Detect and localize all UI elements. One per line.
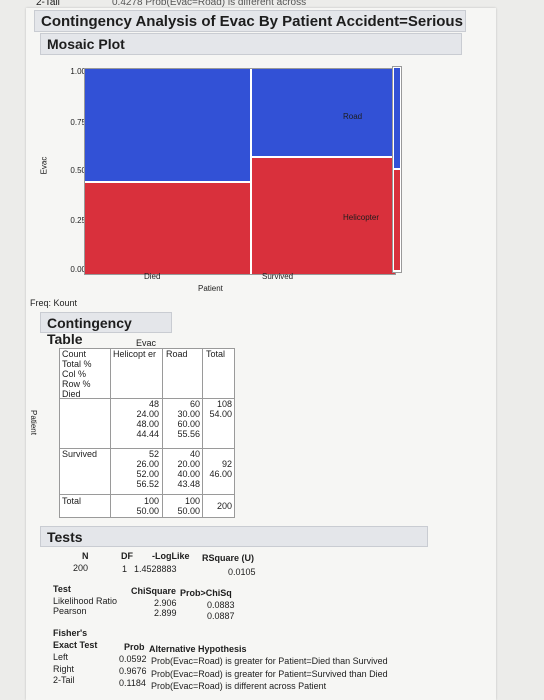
- mosaic-helicopter-died[interactable]: [85, 182, 251, 274]
- fisher-twotail-prob: 0.1184: [119, 678, 146, 688]
- stat-label: Col %: [62, 369, 87, 379]
- cell-grand-total: 200: [216, 501, 232, 511]
- fisher-left-prob: 0.0592: [119, 654, 147, 664]
- test-loglike-value: 1.4528883: [134, 564, 177, 574]
- y-tick: 0.25: [70, 216, 86, 225]
- mosaic-plot-title: Mosaic Plot: [47, 36, 125, 52]
- cell-total-road: 100 50.00: [177, 496, 200, 516]
- patient-heading: Patient: [28, 410, 38, 435]
- test-pearson-chisq: 2.899: [154, 608, 177, 618]
- contingency-table: Count Total % Col % Row % Helicopt er Ro…: [59, 348, 235, 518]
- fisher-twotail-label: 2-Tail: [53, 675, 75, 685]
- row-label-total: Total: [62, 496, 82, 506]
- row-label-survived: Survived: [62, 449, 98, 459]
- x-category-died: Died: [144, 272, 161, 281]
- cell-died-total: 108 54.00: [209, 399, 232, 419]
- legend-road: Road: [343, 112, 363, 121]
- y-tick: 0.50: [70, 166, 86, 175]
- marginal-road-bar: [394, 68, 400, 168]
- cell-died-helicopter: 48 24.00 48.00 44.44: [136, 399, 159, 439]
- scrolled-top-line: 2-Tail 0.4278 Prob(Evac=Road) is differe…: [0, 0, 544, 10]
- test-rsquare-value: 0.0105: [228, 567, 256, 577]
- fisher-left-label: Left: [53, 652, 69, 662]
- legend-helicopter: Helicopter: [343, 213, 380, 222]
- cell-survived-road: 40 20.00 40.00 43.48: [177, 449, 200, 489]
- fisher-right-prob: 0.9676: [119, 666, 147, 676]
- fisher-right-hyp: Prob(Evac=Road) is greater for Patient=S…: [151, 669, 388, 679]
- y-tick: 1.00: [70, 67, 86, 76]
- test-n-value: 200: [73, 563, 89, 573]
- test-lr-chisq: 2.906: [154, 598, 177, 608]
- test-head-chisquare: ChiSquare: [131, 586, 177, 596]
- col-head-helicopter: Helicopt er: [113, 349, 157, 359]
- freq-label: Freq: Kount: [30, 298, 78, 308]
- test-lr-prob: 0.0883: [207, 600, 235, 610]
- fisher-head-prob: Prob: [124, 642, 145, 652]
- fisher-head-hypothesis: Alternative Hypothesis: [149, 644, 247, 654]
- fisher-left-hyp: Prob(Evac=Road) is greater for Patient=D…: [151, 656, 388, 666]
- test-head-test: Test: [53, 584, 71, 594]
- fisher-subtitle: Exact Test: [53, 640, 98, 650]
- mosaic-helicopter-survived[interactable]: [252, 158, 395, 274]
- cell-survived-total: 92 46.00: [209, 459, 232, 479]
- mosaic-plot-area[interactable]: [84, 68, 396, 275]
- top-left-text: 2-Tail: [36, 0, 60, 8]
- tests-header[interactable]: Tests: [40, 526, 428, 547]
- marginal-bar: [392, 66, 402, 273]
- top-right-text: 0.4278 Prob(Evac=Road) is different acro…: [112, 0, 307, 8]
- mosaic-road-survived[interactable]: [252, 69, 395, 157]
- report-title-bar[interactable]: Contingency Analysis of Evac By Patient …: [34, 10, 466, 32]
- fisher-title: Fisher's: [53, 628, 88, 638]
- contingency-table-header[interactable]: Contingency Table: [40, 312, 172, 347]
- fisher-right-label: Right: [53, 664, 75, 674]
- test-head-n: N: [82, 551, 89, 561]
- stat-label: Count: [62, 349, 87, 359]
- y-tick: 0.75: [70, 118, 86, 127]
- report-sheet: Contingency Analysis of Evac By Patient …: [26, 8, 496, 700]
- mosaic-road-died[interactable]: [85, 69, 251, 181]
- y-tick: 0.00: [70, 265, 86, 274]
- cell-survived-helicopter: 52 26.00 52.00 56.52: [136, 449, 159, 489]
- test-pearson-label: Pearson: [53, 606, 87, 616]
- evac-heading: Evac: [136, 338, 157, 348]
- col-head-total: Total: [206, 349, 226, 359]
- test-head-loglike: -LogLike: [152, 551, 190, 561]
- test-head-rsquare: RSquare (U): [202, 553, 255, 563]
- fisher-twotail-hyp: Prob(Evac=Road) is different across Pati…: [151, 681, 327, 691]
- cell-total-helicopter: 100 50.00: [136, 496, 159, 516]
- row-label-died: Died: [62, 389, 81, 399]
- mosaic-plot-header[interactable]: Mosaic Plot: [40, 33, 462, 55]
- marginal-helicopter-bar: [394, 169, 400, 270]
- test-lr-label: Likelihood Ratio: [53, 596, 118, 606]
- stat-label: Row %: [62, 379, 91, 389]
- col-head-road: Road: [166, 349, 188, 359]
- x-axis-label: Patient: [198, 284, 223, 293]
- contingency-table-title: Contingency Table: [47, 315, 132, 347]
- test-head-df: DF: [121, 551, 133, 561]
- test-head-prob: Prob>ChiSq: [180, 588, 232, 598]
- x-category-survived: Survived: [262, 272, 294, 281]
- tests-title: Tests: [47, 529, 83, 545]
- test-df-value: 1: [122, 564, 128, 574]
- report-title: Contingency Analysis of Evac By Patient …: [41, 13, 463, 30]
- cell-died-road: 60 30.00 60.00 55.56: [177, 399, 200, 439]
- test-pearson-prob: 0.0887: [207, 611, 235, 621]
- stat-label: Total %: [62, 359, 92, 369]
